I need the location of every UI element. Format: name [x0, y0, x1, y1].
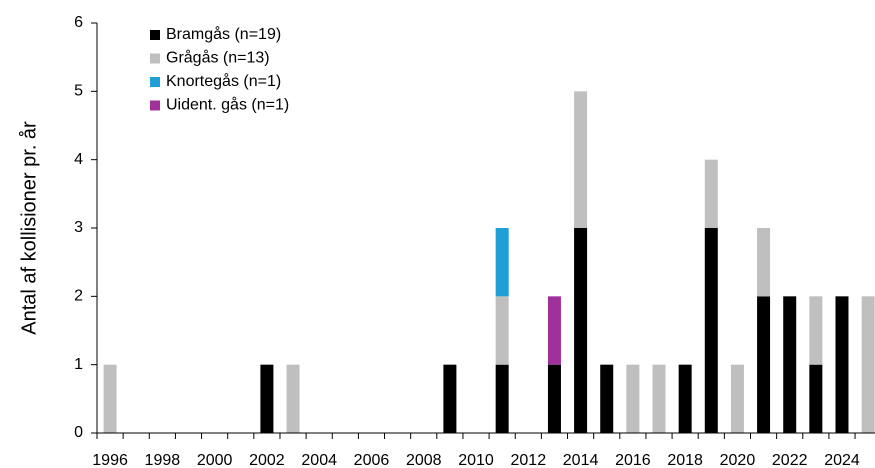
x-tick-label: 2008 — [406, 452, 442, 468]
x-tick-label: 2020 — [720, 452, 756, 468]
x-tick-label: 2006 — [354, 452, 390, 468]
x-tick-label: 2012 — [511, 452, 547, 468]
bar-segment — [652, 364, 666, 433]
bar-segment — [260, 364, 274, 433]
legend-label: Uident. gås (n=1) — [166, 96, 289, 114]
legend-swatch — [150, 53, 160, 64]
legend-swatch — [150, 100, 160, 111]
bar-segment — [574, 228, 588, 433]
bar-segment — [704, 228, 718, 433]
x-tick-label: 2018 — [667, 452, 703, 468]
bar-segment — [809, 296, 823, 365]
x-tick-label: 2022 — [772, 452, 808, 468]
x-tick-label: 2002 — [249, 452, 285, 468]
bar-segment — [547, 296, 561, 365]
x-tick-label: 2004 — [301, 452, 337, 468]
y-tick-label: 3 — [74, 219, 83, 236]
bar-segment — [103, 364, 117, 433]
bar-segment — [809, 364, 823, 433]
x-tick-label: 2014 — [563, 452, 599, 468]
legend-swatch — [150, 30, 160, 40]
bar-segment — [574, 91, 588, 228]
bar-segment — [861, 296, 875, 433]
x-tick-label: 2000 — [197, 452, 233, 468]
bar-segment — [757, 228, 771, 297]
legend-label: Bramgås (n=19) — [166, 25, 281, 43]
x-tick-label: 2010 — [458, 452, 494, 468]
bar-segment — [626, 364, 640, 433]
legend-label: Knortegås (n=1) — [166, 72, 281, 90]
bar-segment — [495, 228, 509, 297]
x-tick-label: 2016 — [615, 452, 651, 468]
bar-segment — [495, 364, 509, 433]
y-tick-label: 6 — [74, 14, 83, 31]
bar-segment — [678, 364, 692, 433]
bar-segment — [495, 296, 509, 365]
y-tick-label: 2 — [74, 288, 83, 305]
legend-swatch — [150, 77, 160, 87]
x-tick-label: 1998 — [145, 452, 181, 468]
bar-segment — [547, 364, 561, 433]
y-tick-label: 0 — [74, 424, 83, 441]
bar-segment — [286, 364, 300, 433]
y-axis-label: Antal af kollisioner pr. år — [18, 121, 40, 335]
x-tick-label: 1996 — [92, 452, 128, 468]
y-tick-label: 1 — [74, 356, 83, 373]
legend-label: Grågås (n=13) — [166, 49, 270, 67]
bar-segment — [835, 296, 849, 433]
bar-segment — [600, 364, 614, 433]
bar-segment — [783, 296, 797, 433]
bar-segment — [730, 364, 744, 433]
bar-segment — [704, 159, 718, 228]
y-tick-label: 4 — [74, 151, 83, 168]
bar-segment — [757, 296, 771, 433]
bar-segment — [443, 364, 457, 433]
x-tick-label: 2024 — [824, 452, 860, 468]
y-tick-label: 5 — [74, 83, 83, 100]
